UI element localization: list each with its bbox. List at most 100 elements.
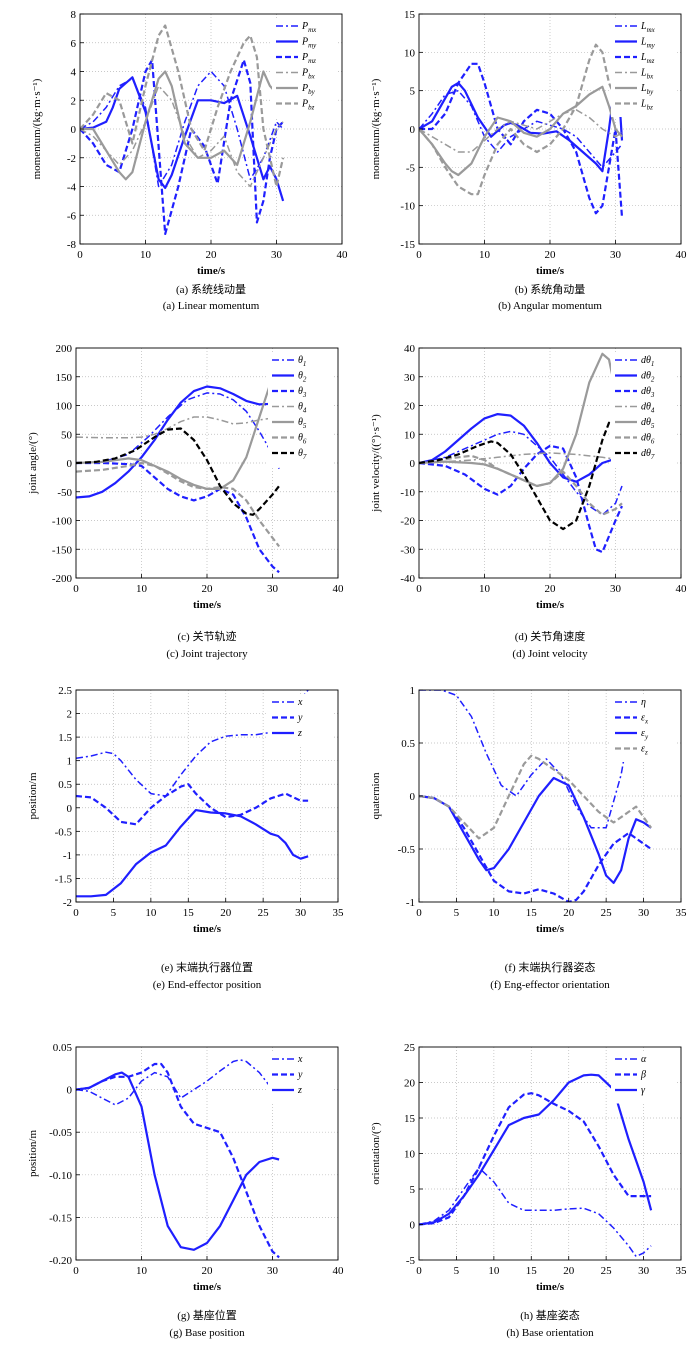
y-axis-label: joint angle/(°) [27, 432, 39, 495]
legend: Pmx Pmy Pmz Pbx Pby Pbz [272, 18, 338, 117]
legend: θ1 θ2 θ3 θ4 θ5 θ6 θ7 [268, 352, 334, 467]
legend-label: Lmz [640, 52, 655, 65]
y-tick-label: 0 [410, 124, 416, 136]
legend-label: θ4 [298, 402, 307, 415]
x-tick-label: 30 [610, 583, 622, 595]
y-tick-label: -4 [67, 182, 77, 194]
legend-box [272, 18, 338, 117]
y-tick-label: -0.5 [55, 826, 73, 838]
legend-label: Pbz [301, 99, 315, 112]
y-axis-label: quaternion [370, 772, 382, 820]
legend-label: η [641, 697, 646, 708]
y-tick-label: 15 [404, 1113, 416, 1125]
x-axis-label: time/s [193, 923, 222, 935]
y-tick-label: -2 [63, 897, 72, 909]
caption-en: (e) End-effector position [153, 979, 262, 991]
y-tick-label: 30 [404, 372, 416, 384]
x-tick-label: 30 [295, 907, 307, 919]
x-tick-label: 0 [73, 583, 79, 595]
panel-h: 0 5 10 15 20 25 30 35-50510152025time/sorientat… [370, 1042, 687, 1339]
series-line-a-1 [80, 76, 285, 202]
y-tick-label: -1.5 [55, 873, 73, 885]
series-line-d-4 [419, 352, 624, 488]
caption-en: (c) Joint trajectory [166, 648, 248, 660]
series-line-c-1 [76, 385, 280, 499]
x-tick-label: 25 [601, 907, 613, 919]
x-tick-label: 5 [454, 1265, 460, 1277]
legend: η εx εy εz [611, 694, 677, 762]
series-line-c-4 [76, 354, 281, 490]
x-axis-label: time/s [193, 1281, 222, 1293]
x-tick-label: 10 [140, 249, 152, 261]
x-axis-label: time/s [536, 265, 565, 277]
x-tick-label: 30 [271, 249, 283, 261]
series-line-f-2 [419, 776, 652, 885]
x-axis-label: time/s [197, 265, 226, 277]
series-line-b-1 [419, 78, 624, 173]
x-tick-label: 0 [416, 583, 422, 595]
y-tick-label: -0.10 [49, 1170, 72, 1182]
legend-label: dθ5 [641, 417, 655, 430]
x-tick-label: 30 [267, 1265, 279, 1277]
x-tick-label: 20 [202, 583, 214, 595]
y-axis-label: joint velocity/((°)·s⁻¹) [370, 414, 382, 513]
caption-en: (h) Base orientation [506, 1327, 594, 1339]
y-tick-label: 0 [71, 124, 77, 136]
y-tick-label: -0.15 [49, 1212, 72, 1224]
legend-label: θ7 [298, 448, 307, 461]
caption-cn: (b) 系统角动量 [515, 283, 586, 296]
x-tick-label: 35 [333, 907, 345, 919]
y-tick-label: -1 [63, 850, 72, 862]
legend-label: dθ7 [641, 448, 655, 461]
x-tick-label: 35 [676, 907, 688, 919]
y-tick-label: 4 [71, 67, 77, 79]
legend-box [611, 18, 677, 117]
y-tick-label: 2.5 [58, 685, 72, 697]
y-tick-label: 2 [71, 95, 77, 107]
series-line-f-1 [419, 794, 652, 902]
x-axis-label: time/s [193, 599, 222, 611]
legend-label: θ2 [298, 371, 307, 384]
series-line-g-1 [76, 1062, 280, 1259]
x-tick-label: 20 [206, 249, 218, 261]
x-tick-label: 10 [479, 583, 491, 595]
series-line-c-3 [76, 416, 280, 439]
series-line-c-2 [76, 461, 280, 574]
x-axis-label: time/s [536, 599, 565, 611]
x-tick-label: 5 [111, 907, 117, 919]
y-tick-label: -100 [52, 516, 73, 528]
series-line-d-5 [419, 454, 623, 516]
x-tick-label: 0 [77, 249, 83, 261]
y-tick-label: -0.20 [49, 1255, 72, 1267]
legend-label: dθ1 [641, 355, 654, 368]
x-tick-label: 35 [676, 1265, 688, 1277]
y-tick-label: -8 [67, 239, 77, 251]
y-tick-label: 2 [67, 709, 73, 721]
series-line-b-5 [419, 43, 624, 196]
legend-box [611, 694, 677, 762]
y-tick-label: 20 [404, 1078, 416, 1090]
series-line-a-3 [80, 85, 284, 188]
series-line-a-4 [80, 64, 285, 181]
legend-label: z [297, 1085, 302, 1096]
y-tick-label: -5 [406, 162, 416, 174]
panel-c: 0 10 20 30 40 -200 -150 -100 -50 0 50 100 150 200 time… [27, 343, 344, 660]
y-tick-label: -150 [52, 544, 73, 556]
y-tick-label: 1 [410, 685, 416, 697]
legend-label: θ6 [298, 433, 307, 446]
caption-en: (f) Eng-effector orientation [490, 979, 610, 991]
y-tick-label: -5 [406, 1255, 416, 1267]
panel-b: 0 10 20 30 40 -15 -10 -5 0 5 10 15 time/s momentum/(k… [370, 9, 687, 312]
legend-label: Pmz [301, 52, 316, 65]
caption-cn: (d) 关节角速度 [515, 629, 586, 643]
x-tick-label: 20 [202, 1265, 214, 1277]
caption-cn: (e) 末端执行器位置 [161, 960, 253, 974]
y-tick-label: -2 [67, 153, 76, 165]
series-line-e-2 [76, 808, 309, 898]
series-line-c-5 [76, 461, 280, 548]
legend-label: θ3 [298, 386, 307, 399]
x-tick-label: 0 [416, 1265, 422, 1277]
x-axis-label: time/s [536, 923, 565, 935]
legend-label: εz [641, 744, 648, 757]
